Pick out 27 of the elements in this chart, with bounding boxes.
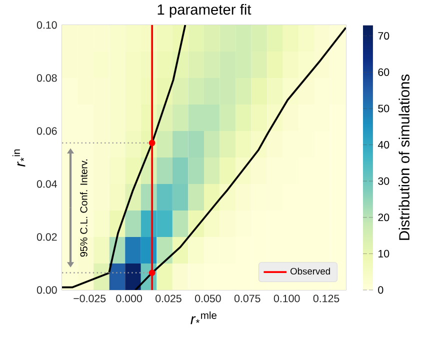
color-bar-label: 50 <box>378 104 390 112</box>
y-tick-label: 0.08 <box>36 74 57 82</box>
annotation: 95% C.L. Conf. Interv. <box>80 159 88 257</box>
x-tick-label: 0.100 <box>274 294 300 302</box>
y-tick-label: 0.10 <box>36 21 57 29</box>
chart-title: 1 parameter fit <box>158 4 252 18</box>
x-tick-label: 0.075 <box>234 294 260 302</box>
x-axis-title: r$_{*}$mle <box>190 311 216 324</box>
color-bar-label: 30 <box>378 177 390 185</box>
x-tick-label: −0.025 <box>74 294 106 302</box>
color-bar-label: 20 <box>378 214 390 222</box>
color-bar-label: 70 <box>378 32 390 40</box>
y-tick-label: 0.04 <box>36 180 57 188</box>
y-axis-title: r$_{*}$in <box>12 149 26 167</box>
x-tick-label: 0.050 <box>195 294 221 302</box>
color-bar-label: 10 <box>378 250 390 258</box>
y-tick-label: 0.06 <box>36 127 57 135</box>
x-tick-label: 0.025 <box>156 294 182 302</box>
color-bar-title: Distribution of simulations <box>398 74 410 240</box>
y-tick-label: 0.00 <box>36 286 57 294</box>
color-bar-label: 60 <box>378 68 390 76</box>
y-tick-label: 0.02 <box>36 233 57 241</box>
x-tick-label: 0.125 <box>313 294 340 302</box>
color-bar-label: 40 <box>378 141 390 149</box>
x-tick-label: 0.000 <box>116 294 142 302</box>
legend-label: Observed <box>290 268 330 275</box>
color-bar-label: 0 <box>378 286 384 294</box>
